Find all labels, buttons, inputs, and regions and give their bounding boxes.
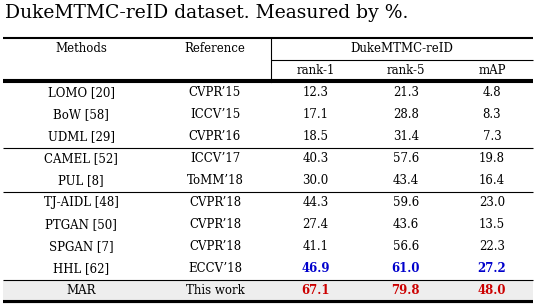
Text: ToMM’18: ToMM’18 <box>187 174 243 188</box>
Text: ECCV’18: ECCV’18 <box>188 263 242 275</box>
Text: UDML [29]: UDML [29] <box>48 130 115 144</box>
Text: 40.3: 40.3 <box>303 152 329 166</box>
Text: DukeMTMC-reID: DukeMTMC-reID <box>351 43 453 55</box>
Text: 31.4: 31.4 <box>393 130 419 144</box>
Text: 22.3: 22.3 <box>479 241 505 253</box>
Text: ICCV’17: ICCV’17 <box>190 152 240 166</box>
Text: TJ-AIDL [48]: TJ-AIDL [48] <box>44 196 118 210</box>
Text: 8.3: 8.3 <box>482 109 501 121</box>
Text: rank-1: rank-1 <box>296 65 335 77</box>
Text: 43.4: 43.4 <box>393 174 419 188</box>
Text: 48.0: 48.0 <box>478 285 506 297</box>
Text: MAR: MAR <box>66 285 96 297</box>
Text: 57.6: 57.6 <box>393 152 419 166</box>
Text: 67.1: 67.1 <box>301 285 330 297</box>
Text: CVPR’18: CVPR’18 <box>189 196 241 210</box>
Text: 59.6: 59.6 <box>393 196 419 210</box>
Text: 41.1: 41.1 <box>303 241 329 253</box>
Text: CAMEL [52]: CAMEL [52] <box>44 152 118 166</box>
Text: 30.0: 30.0 <box>303 174 329 188</box>
Text: 21.3: 21.3 <box>393 87 419 99</box>
Text: ICCV’15: ICCV’15 <box>190 109 240 121</box>
Text: 27.4: 27.4 <box>303 218 329 232</box>
Text: 13.5: 13.5 <box>479 218 505 232</box>
Text: 43.6: 43.6 <box>393 218 419 232</box>
Text: LOMO [20]: LOMO [20] <box>48 87 115 99</box>
Text: BoW [58]: BoW [58] <box>53 109 109 121</box>
Text: Reference: Reference <box>184 43 245 55</box>
Text: CVPR’16: CVPR’16 <box>189 130 241 144</box>
Text: PTGAN [50]: PTGAN [50] <box>45 218 117 232</box>
Text: 17.1: 17.1 <box>303 109 329 121</box>
Bar <box>3 280 533 302</box>
Text: mAP: mAP <box>478 65 505 77</box>
Text: 19.8: 19.8 <box>479 152 505 166</box>
Text: CVPR’15: CVPR’15 <box>189 87 241 99</box>
Text: 44.3: 44.3 <box>303 196 329 210</box>
Text: PUL [8]: PUL [8] <box>58 174 104 188</box>
Text: 61.0: 61.0 <box>392 263 420 275</box>
Text: 56.6: 56.6 <box>393 241 419 253</box>
Text: This work: This work <box>185 285 244 297</box>
Text: 46.9: 46.9 <box>301 263 330 275</box>
Text: HHL [62]: HHL [62] <box>53 263 109 275</box>
Text: 12.3: 12.3 <box>303 87 329 99</box>
Text: 18.5: 18.5 <box>303 130 329 144</box>
Text: Methods: Methods <box>55 43 107 55</box>
Text: 23.0: 23.0 <box>479 196 505 210</box>
Text: rank-5: rank-5 <box>386 65 425 77</box>
Text: DukeMTMC-reID dataset. Measured by %.: DukeMTMC-reID dataset. Measured by %. <box>5 4 408 22</box>
Text: 27.2: 27.2 <box>478 263 507 275</box>
Text: 7.3: 7.3 <box>482 130 501 144</box>
Text: 28.8: 28.8 <box>393 109 419 121</box>
Text: 79.8: 79.8 <box>392 285 420 297</box>
Text: SPGAN [7]: SPGAN [7] <box>49 241 114 253</box>
Text: CVPR’18: CVPR’18 <box>189 241 241 253</box>
Text: 16.4: 16.4 <box>479 174 505 188</box>
Text: 4.8: 4.8 <box>482 87 501 99</box>
Text: CVPR’18: CVPR’18 <box>189 218 241 232</box>
